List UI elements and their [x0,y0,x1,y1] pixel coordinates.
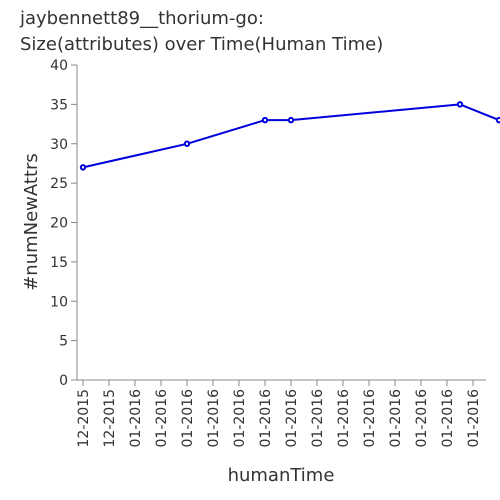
x-tick-label: 01-2016 [336,389,352,448]
y-tick-label: 5 [59,334,68,350]
data-point [261,116,269,124]
y-tick-label: 30 [50,137,68,153]
x-tick-label: 01-2016 [388,389,404,448]
chart-title-line-2: Size(attributes) over Time(Human Time) [20,34,383,55]
y-tick-label: 40 [50,58,68,74]
y-tick-label: 15 [50,255,68,271]
x-tick-label: 01-2016 [258,389,274,448]
data-point [456,101,464,108]
data-point [79,164,87,171]
y-axis-title: #numNewAttrs [21,153,42,291]
x-tick-label: 01-2016 [154,389,170,448]
plot-area [79,101,500,171]
x-tick-label: 01-2016 [310,389,326,448]
x-tick-label: 01-2016 [284,389,300,448]
x-axis: 12-2015 12-2015 01-2016 01-2016 01-2016 01-20… [76,379,486,448]
data-point [495,116,500,124]
x-tick-label: 01-2016 [414,389,430,448]
y-tick-label: 0 [59,373,68,389]
chart-title: jaybennett89__thorium-go: Size(attribute… [19,8,383,55]
x-tick-label: 01-2016 [440,389,456,448]
chart-title-line-1: jaybennett89__thorium-go: [19,8,264,29]
x-axis-title: humanTime [228,465,335,486]
y-tick-label: 25 [50,176,68,192]
y-tick-label: 10 [50,294,68,310]
x-tick-label: 01-2016 [466,389,482,448]
y-tick-label: 35 [50,97,68,113]
x-tick-label: 12-2015 [102,389,118,448]
data-point [287,116,295,124]
x-tick-label: 01-2016 [362,389,378,448]
y-tick-label: 20 [50,216,68,232]
x-tick-label: 01-2016 [206,389,222,448]
data-point [183,140,191,147]
x-tick-label: 01-2016 [232,389,248,448]
series-line [82,103,500,169]
y-axis: 0 5 10 15 20 25 30 35 40 [50,58,78,389]
x-tick-label: 12-2015 [76,389,92,448]
x-tick-label: 01-2016 [180,389,196,448]
x-tick-label: 01-2016 [128,389,144,448]
